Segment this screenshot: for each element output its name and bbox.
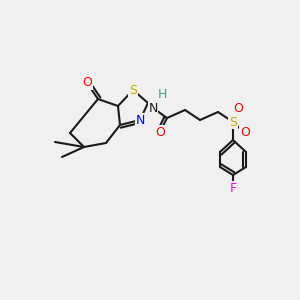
- Text: O: O: [240, 127, 250, 140]
- Text: F: F: [230, 182, 237, 194]
- Text: N: N: [135, 113, 145, 127]
- Text: O: O: [82, 76, 92, 89]
- Text: O: O: [233, 101, 243, 115]
- Text: S: S: [229, 116, 237, 128]
- Text: H: H: [157, 88, 167, 100]
- Text: S: S: [129, 83, 137, 97]
- Text: O: O: [155, 125, 165, 139]
- Text: N: N: [148, 101, 158, 115]
